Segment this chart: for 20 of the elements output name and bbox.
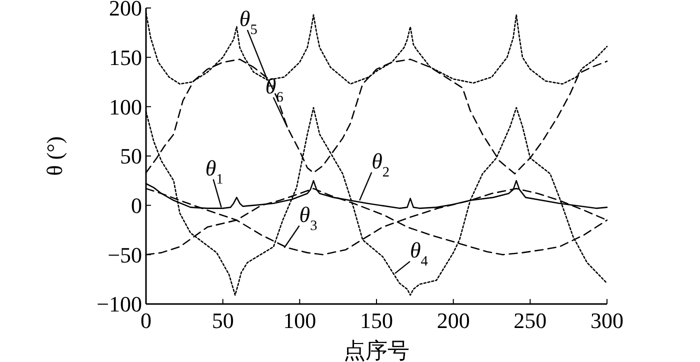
y-tick-label: 200: [109, 0, 142, 21]
y-axis-title: θ (°): [42, 136, 67, 176]
y-tick-label: 150: [109, 45, 142, 70]
y-tick-label: 0: [131, 193, 142, 218]
x-axis-title: 点序号: [344, 338, 410, 362]
annotation: θ$_{5}$: [239, 6, 258, 38]
y-tick-label: 50: [120, 144, 142, 169]
x-tick-label: 200: [436, 308, 470, 333]
y-tick-label: −100: [96, 292, 142, 317]
x-tick-label: 50: [212, 308, 234, 333]
y-tick-label: −50: [108, 242, 142, 268]
annotation: θ$_{3}$: [299, 202, 318, 234]
x-tick-label: 100: [283, 308, 316, 333]
annotation: θ$_{1}$: [205, 155, 224, 188]
x-tick-label: 250: [514, 308, 547, 333]
y-tick-label: 100: [109, 94, 142, 120]
annotation: θ$_{2}$: [372, 148, 390, 180]
x-tick-label: 150: [360, 308, 393, 333]
annotation: θ$_{4}$: [410, 237, 428, 270]
x-tick-label: 300: [590, 308, 624, 333]
